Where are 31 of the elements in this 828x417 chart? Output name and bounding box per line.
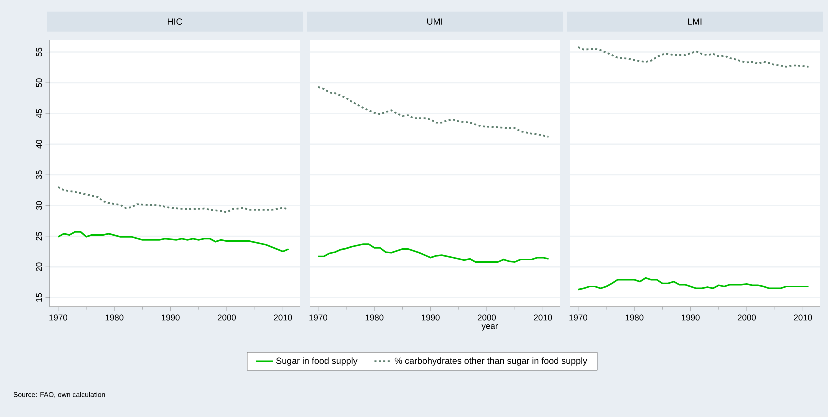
x-tick-label: 2010 — [794, 314, 812, 321]
chart-title: LMI — [688, 18, 702, 25]
y-tick-label: 50 — [36, 78, 42, 88]
x-tick-label: 1970 — [570, 314, 588, 321]
x-tick-label: 1980 — [366, 314, 384, 321]
x-tick-label: 2010 — [534, 314, 552, 321]
x-tick-label: 1980 — [626, 314, 644, 321]
x-tick-label: 2000 — [738, 314, 756, 321]
y-tick-label: 45 — [36, 109, 42, 118]
legend-label: % carbohydrates other than sugar in food supply — [394, 358, 588, 366]
x-tick-label: 2000 — [218, 314, 236, 321]
y-tick-label: 35 — [36, 170, 42, 180]
y-tick-label: 20 — [36, 262, 42, 272]
y-tick-label: 15 — [36, 293, 42, 302]
y-tick-label: 55 — [36, 48, 42, 57]
chart-title: HIC — [168, 18, 182, 26]
x-tick-label: 1990 — [682, 314, 700, 321]
x-axis-title: year — [482, 324, 498, 331]
y-tick-label: 40 — [36, 140, 42, 149]
chart-title: UMI — [427, 18, 442, 25]
x-tick-label: 2010 — [274, 314, 292, 321]
x-tick-label: 1970 — [310, 314, 328, 321]
x-tick-label: 1990 — [162, 314, 180, 321]
x-tick-label: 2000 — [478, 314, 496, 321]
y-tick-label: 30 — [36, 201, 42, 210]
x-tick-label: 1980 — [106, 314, 124, 321]
legend-label: Sugar in food supply — [276, 358, 358, 366]
x-tick-label: 1990 — [422, 314, 440, 321]
line-series — [58, 231, 290, 253]
y-tick-label: 25 — [36, 232, 42, 241]
x-tick-label: 1970 — [50, 314, 68, 321]
